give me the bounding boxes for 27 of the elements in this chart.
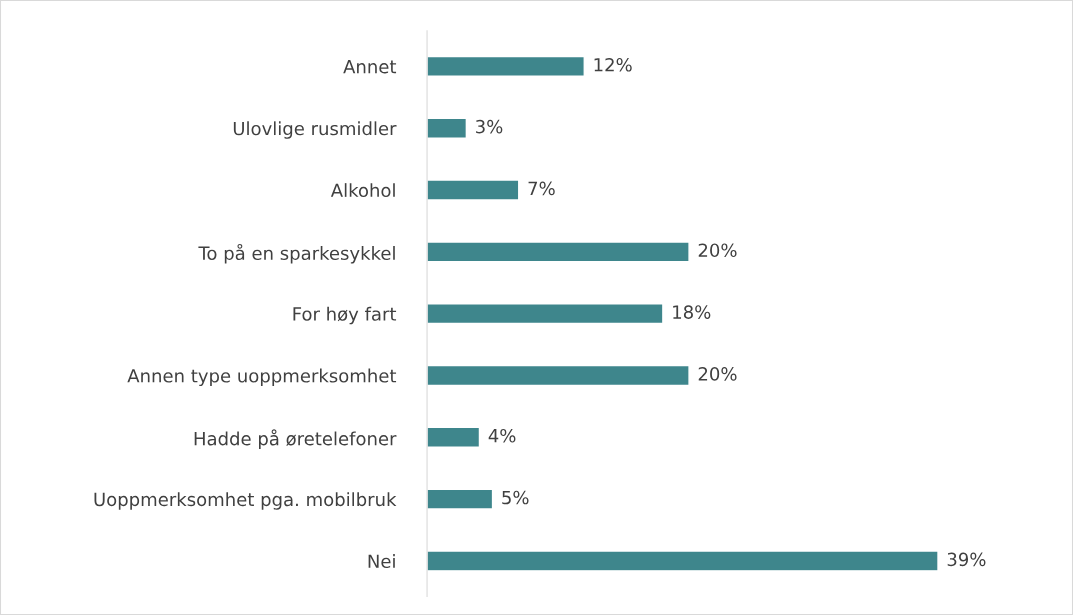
y-tick-label: For høy fart: [293, 306, 397, 325]
bar: [427, 55, 585, 77]
y-tick-label: Annet: [343, 60, 397, 74]
data-label: 20%: [698, 243, 737, 258]
data-label: 39%: [947, 552, 986, 567]
y-tick-label: Uoppmerksomhet pga. mobilbruk: [94, 492, 397, 510]
data-label: 18%: [673, 305, 711, 319]
bar: [427, 550, 939, 572]
data-label: 7%: [528, 181, 555, 196]
bar: [427, 488, 494, 510]
y-tick-label: Alkohol: [330, 183, 395, 198]
bar: [427, 179, 520, 201]
bar: [427, 303, 664, 325]
y-tick-label: Annen type uoppmerksomhet: [127, 368, 397, 387]
y-tick-label: To på en sparkesykkel: [198, 243, 395, 264]
y-tick-label: Nei: [368, 554, 395, 569]
data-label: 3%: [476, 119, 503, 134]
data-label: 20%: [698, 367, 737, 381]
data-label: 4%: [488, 428, 516, 443]
data-label: 12%: [594, 57, 632, 72]
bar: [427, 241, 690, 263]
bar: [427, 117, 468, 139]
y-tick-label: Ulovlige rusmidler: [233, 121, 397, 139]
bar: [427, 364, 690, 387]
y-tick-label: Hadde på øretelefoner: [194, 429, 397, 449]
data-label: 5%: [502, 490, 529, 505]
bar: [427, 426, 481, 448]
